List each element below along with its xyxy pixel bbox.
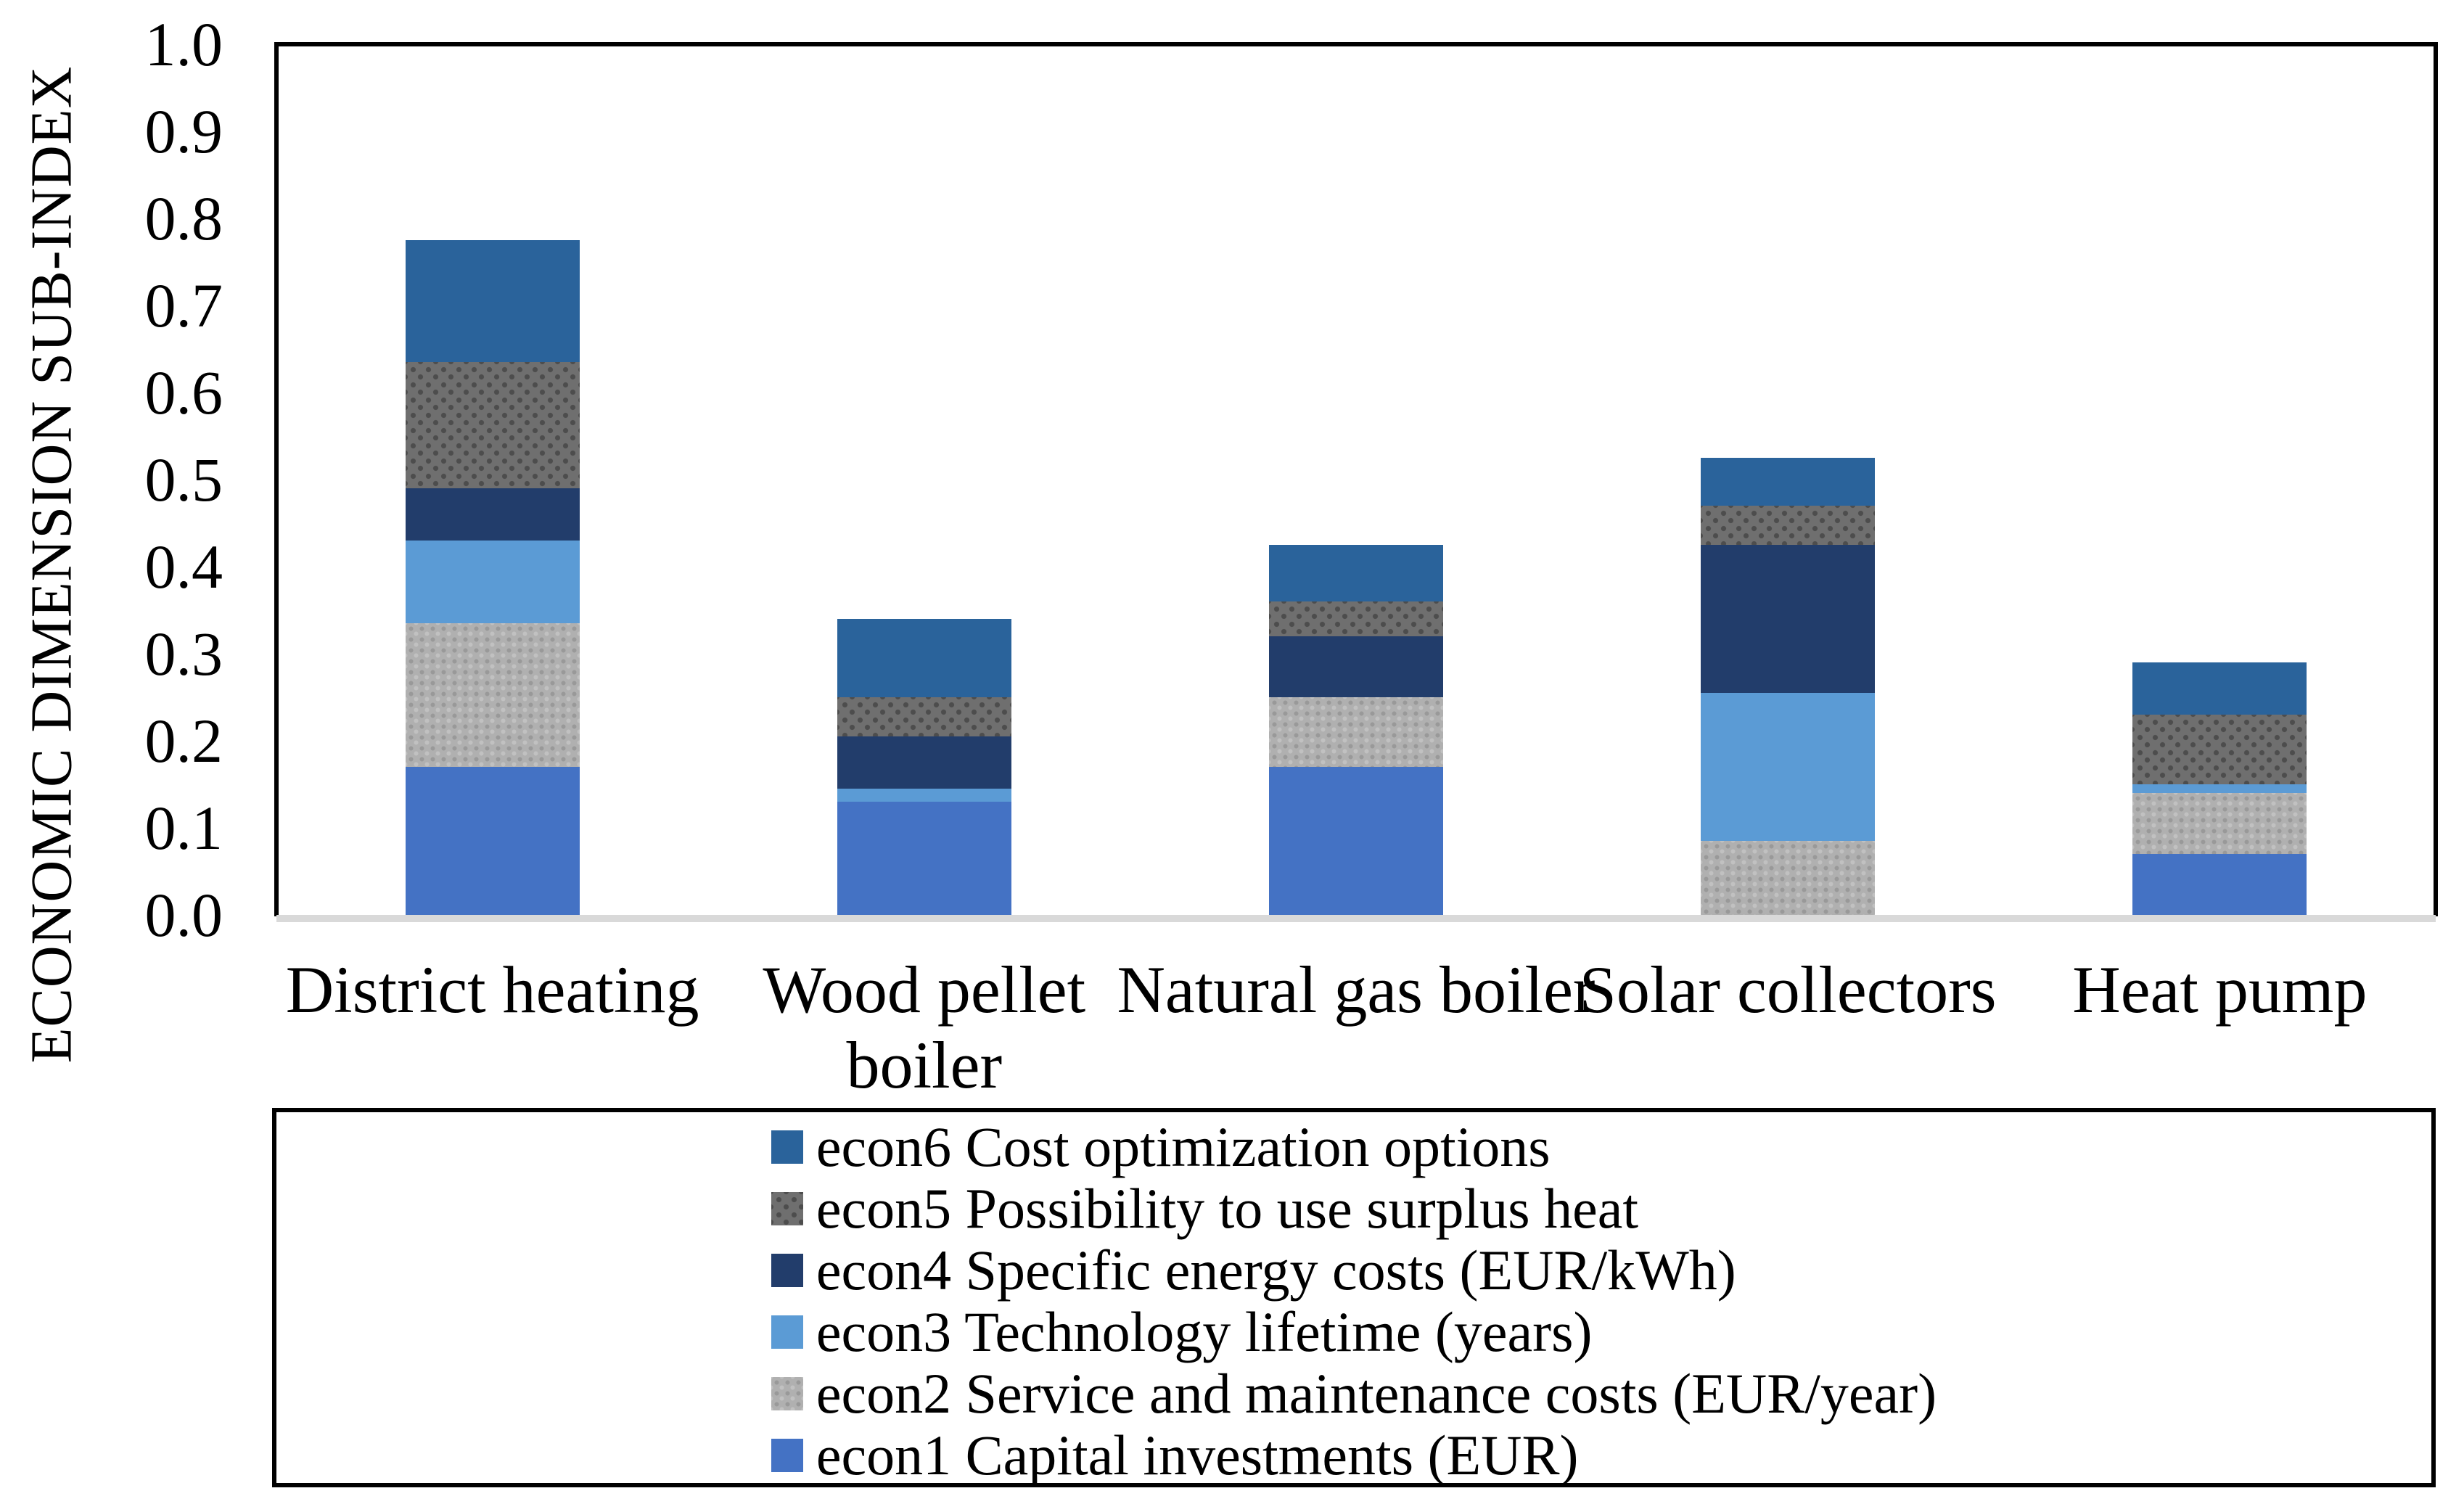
legend-swatch-econ4-icon xyxy=(771,1253,803,1287)
x-axis-label: Solar collectors xyxy=(1579,953,1997,1027)
bar-segment-econ6 xyxy=(837,619,1011,697)
bar-segment-econ2 xyxy=(2132,793,2307,854)
bar-segment-econ4 xyxy=(1701,545,1876,693)
legend-label-econ6: econ6 Cost optimization options xyxy=(816,1114,1551,1178)
bar-segment-econ1 xyxy=(1269,767,1443,915)
bar-segment-econ3 xyxy=(405,541,580,623)
legend-row-econ1: econ1 Capital investments (EUR) xyxy=(771,1423,1579,1487)
y-tick-label: 0.2 xyxy=(144,706,223,776)
bar-segment-econ1 xyxy=(2132,854,2307,915)
bar-segment-econ6 xyxy=(1701,458,1876,506)
y-tick-label: 1.0 xyxy=(144,9,223,79)
legend-swatch-econ1-icon xyxy=(771,1438,803,1472)
bar-segment-econ5 xyxy=(1701,506,1876,545)
bar-segment-econ4 xyxy=(1269,636,1443,697)
legend-row-econ4: econ4 Specific energy costs (EUR/kWh) xyxy=(771,1238,1736,1302)
y-tick-label: 0.8 xyxy=(144,184,223,253)
bar-segment-econ6 xyxy=(2132,662,2307,715)
legend-label-econ3: econ3 Technology lifetime (years) xyxy=(816,1299,1593,1363)
x-axis-label: District heating xyxy=(285,953,699,1027)
legend-content: econ6 Cost optimization options econ5 Pos… xyxy=(771,1112,1937,1487)
bar-segment-econ1 xyxy=(837,802,1011,915)
x-axis-line xyxy=(276,915,2436,922)
bar-segment-econ3 xyxy=(1701,693,1876,841)
legend-row-econ3: econ3 Technology lifetime (years) xyxy=(771,1299,1593,1363)
x-axis-label: Natural gas boiler xyxy=(1117,953,1596,1027)
bar-segment-econ4 xyxy=(837,736,1011,789)
x-axis-label: Heat pump xyxy=(2072,953,2368,1027)
bar-segment-econ2 xyxy=(1269,697,1443,767)
bar-segment-econ2 xyxy=(405,623,580,767)
bar-segment-econ3 xyxy=(2132,784,2307,793)
legend-row-econ6: econ6 Cost optimization options xyxy=(771,1114,1551,1178)
legend-swatch-econ3-icon xyxy=(771,1315,803,1349)
y-tick-label: 0.0 xyxy=(144,880,223,950)
bar-segment-econ6 xyxy=(405,240,580,362)
y-tick-label: 0.9 xyxy=(144,96,223,166)
y-tick-label: 0.5 xyxy=(144,445,223,514)
y-tick-label: 0.1 xyxy=(144,793,223,863)
legend-swatch-econ5-icon xyxy=(771,1191,803,1225)
legend-row-econ2: econ2 Service and maintenance costs (EUR… xyxy=(771,1361,1937,1425)
y-tick-label: 0.6 xyxy=(144,358,223,427)
bar-segment-econ5 xyxy=(2132,715,2307,784)
bar-segment-econ2 xyxy=(1701,841,1876,915)
legend-swatch-econ6-icon xyxy=(771,1130,803,1164)
bar-segment-econ3 xyxy=(837,789,1011,802)
legend-label-econ5: econ5 Possibility to use surplus heat xyxy=(816,1176,1638,1240)
plot-area-frame xyxy=(274,42,2438,916)
bar-segment-econ5 xyxy=(837,697,1011,736)
legend-row-econ5: econ5 Possibility to use surplus heat xyxy=(771,1176,1638,1240)
bar-segment-econ5 xyxy=(405,362,580,488)
bar-segment-econ1 xyxy=(405,767,580,915)
legend-label-econ1: econ1 Capital investments (EUR) xyxy=(816,1423,1579,1487)
legend-label-econ2: econ2 Service and maintenance costs (EUR… xyxy=(816,1361,1937,1425)
bar-segment-econ4 xyxy=(405,488,580,541)
bar-segment-econ5 xyxy=(1269,601,1443,636)
legend-label-econ4: econ4 Specific energy costs (EUR/kWh) xyxy=(816,1238,1736,1302)
x-axis-label: Wood pellet boiler xyxy=(763,953,1086,1102)
y-tick-label: 0.4 xyxy=(144,532,223,601)
y-tick-label: 0.7 xyxy=(144,271,223,340)
legend-swatch-econ2-icon xyxy=(771,1376,803,1410)
y-tick-label: 0.3 xyxy=(144,619,223,689)
bar-segment-econ6 xyxy=(1269,545,1443,601)
legend-box: econ6 Cost optimization options econ5 Pos… xyxy=(272,1108,2436,1487)
